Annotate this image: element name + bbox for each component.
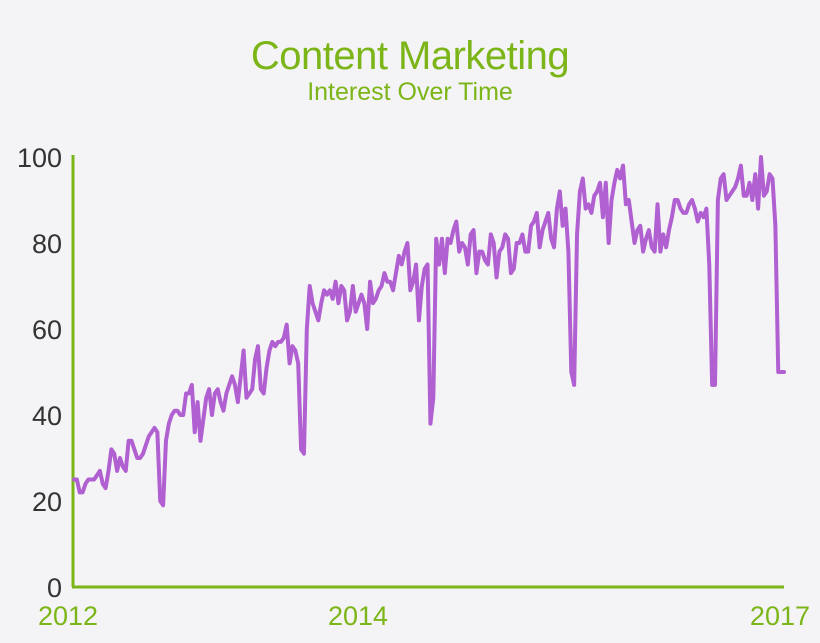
y-tick-label: 80 <box>32 229 62 259</box>
x-axis-ticks: 2012 2014 2017 <box>38 601 810 631</box>
series-group <box>72 155 786 508</box>
x-tick-label: 2014 <box>328 601 388 631</box>
y-tick-label: 60 <box>32 315 62 345</box>
y-tick-label: 100 <box>17 143 62 173</box>
y-tick-label: 40 <box>32 401 62 431</box>
y-axis-ticks: 0 20 40 60 80 100 <box>17 143 62 603</box>
x-tick-label: 2012 <box>38 601 98 631</box>
series-line <box>72 155 786 508</box>
x-tick-label: 2017 <box>750 601 810 631</box>
y-tick-label: 0 <box>47 573 62 603</box>
y-tick-label: 20 <box>32 487 62 517</box>
chart-title: Content Marketing <box>250 34 570 78</box>
chart-subtitle: Interest Over Time <box>307 78 513 106</box>
